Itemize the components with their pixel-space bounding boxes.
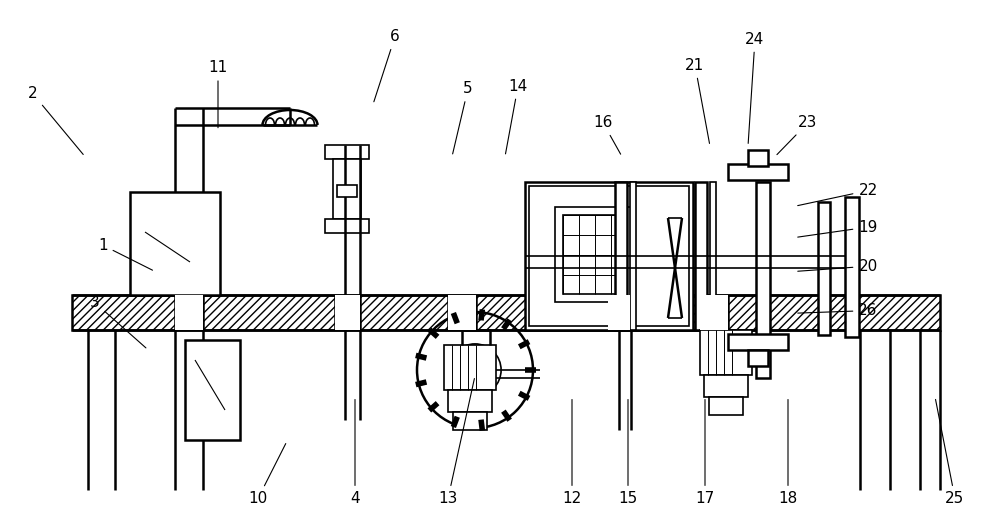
Bar xyxy=(448,295,476,330)
Bar xyxy=(700,330,752,375)
Bar xyxy=(453,412,487,430)
Text: 23: 23 xyxy=(777,115,818,155)
Bar xyxy=(709,397,743,415)
Text: 2: 2 xyxy=(28,87,83,155)
Text: 1: 1 xyxy=(98,238,153,270)
Bar xyxy=(710,182,716,330)
Text: 26: 26 xyxy=(798,303,878,318)
Bar xyxy=(818,202,830,335)
Bar xyxy=(630,182,636,330)
Bar xyxy=(563,215,627,294)
Bar xyxy=(444,345,496,390)
Bar xyxy=(525,182,693,330)
Text: 14: 14 xyxy=(506,79,528,154)
Text: 16: 16 xyxy=(593,115,621,154)
Bar xyxy=(608,295,630,330)
Text: 13: 13 xyxy=(438,378,474,506)
Bar xyxy=(185,340,240,440)
Text: 25: 25 xyxy=(936,399,965,506)
Bar xyxy=(325,219,369,233)
Bar xyxy=(845,197,859,337)
Text: 15: 15 xyxy=(618,399,638,506)
Bar xyxy=(700,295,728,330)
Bar xyxy=(695,182,707,330)
Bar xyxy=(335,295,360,330)
Text: 11: 11 xyxy=(208,61,228,128)
Text: 21: 21 xyxy=(685,58,709,144)
Text: 3: 3 xyxy=(90,295,146,348)
Text: 22: 22 xyxy=(798,183,878,206)
Text: 6: 6 xyxy=(374,29,400,102)
Bar xyxy=(175,295,203,330)
Text: 12: 12 xyxy=(562,399,582,506)
Text: 24: 24 xyxy=(745,32,765,144)
Text: 17: 17 xyxy=(695,399,715,506)
Bar xyxy=(748,150,768,166)
Bar xyxy=(529,186,689,326)
Bar xyxy=(704,375,748,397)
Bar xyxy=(756,182,770,378)
Bar xyxy=(333,159,361,219)
Text: 5: 5 xyxy=(453,81,473,154)
Bar xyxy=(72,295,940,330)
Bar xyxy=(325,145,369,159)
Bar xyxy=(555,207,635,302)
Bar xyxy=(748,350,768,366)
Bar xyxy=(130,192,220,295)
Bar xyxy=(728,334,788,350)
Text: 19: 19 xyxy=(798,220,878,237)
Bar xyxy=(337,185,357,197)
Bar xyxy=(728,164,788,180)
Text: 4: 4 xyxy=(350,399,360,506)
Text: 20: 20 xyxy=(798,259,878,274)
Text: 18: 18 xyxy=(778,399,798,506)
Bar xyxy=(615,182,627,330)
Bar xyxy=(448,390,492,412)
Text: 10: 10 xyxy=(248,444,286,506)
